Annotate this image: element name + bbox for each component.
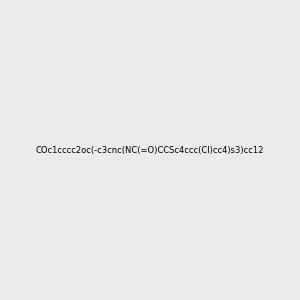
Text: COc1cccc2oc(-c3cnc(NC(=O)CCSc4ccc(Cl)cc4)s3)cc12: COc1cccc2oc(-c3cnc(NC(=O)CCSc4ccc(Cl)cc4…	[36, 146, 264, 154]
